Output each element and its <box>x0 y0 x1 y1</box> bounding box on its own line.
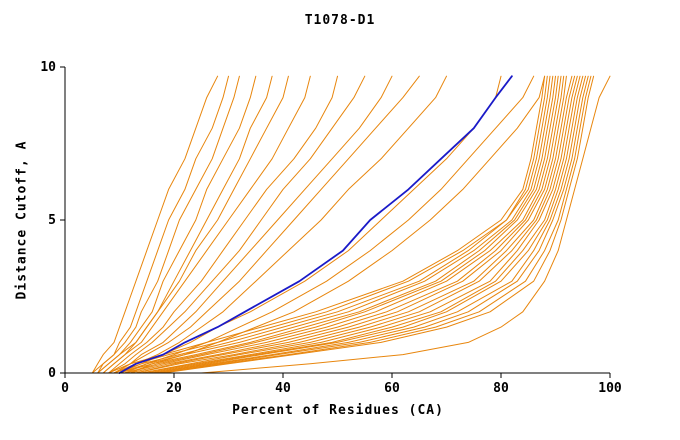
x-axis-label: Percent of Residues (CA) <box>232 403 444 418</box>
model-C18-curve <box>162 75 595 374</box>
model-A5-curve <box>102 75 273 374</box>
x-tick-label: 0 <box>61 381 69 396</box>
model-C06-curve <box>124 75 559 374</box>
x-tick-label: 20 <box>166 381 182 396</box>
model-C16-curve <box>157 75 589 374</box>
model-C09-curve <box>135 75 567 374</box>
model-C05-curve <box>119 75 556 374</box>
model-C11-curve <box>140 75 576 374</box>
model-B1-curve <box>102 75 311 374</box>
model-A6-curve <box>97 75 289 374</box>
model-E1-curve <box>200 75 611 374</box>
model-C13-curve <box>146 75 581 374</box>
x-tick-label: 60 <box>384 381 400 396</box>
model-B4-curve <box>113 75 393 374</box>
model-C12-curve <box>140 75 578 374</box>
x-tick-label: 80 <box>493 381 509 396</box>
model-B5-curve <box>113 75 420 374</box>
axes: 0 20 40 60 80 100 0 5 10 <box>40 60 622 396</box>
chart-title: T1078-D1 <box>304 13 376 28</box>
model-B6-curve <box>119 75 447 374</box>
highlighted-model-curve <box>118 75 513 374</box>
model-D3-curve <box>129 75 546 374</box>
model-curves <box>91 75 611 374</box>
model-A1-curve <box>91 75 219 374</box>
x-tick-label: 100 <box>598 381 622 396</box>
y-tick-label: 0 <box>48 366 56 381</box>
model-A3-curve <box>91 75 240 374</box>
model-C08-curve <box>129 75 565 374</box>
model-D2-curve <box>124 75 535 374</box>
x-tick-label: 40 <box>275 381 291 396</box>
model-C07-curve <box>124 75 562 374</box>
y-tick-label: 5 <box>48 213 56 228</box>
model-A4-curve <box>97 75 257 374</box>
model-C10-curve <box>135 75 573 374</box>
model-C03-curve <box>113 75 551 374</box>
model-C14-curve <box>151 75 584 374</box>
model-C02-curve <box>113 75 548 374</box>
model-C17-curve <box>157 75 592 374</box>
model-C01-curve <box>108 75 546 374</box>
model-B3-curve <box>108 75 366 374</box>
model-C04-curve <box>119 75 554 374</box>
model-C15-curve <box>151 75 586 374</box>
y-tick-label: 10 <box>40 60 56 75</box>
model-B2-curve <box>108 75 338 374</box>
model-A2-curve <box>97 75 229 374</box>
